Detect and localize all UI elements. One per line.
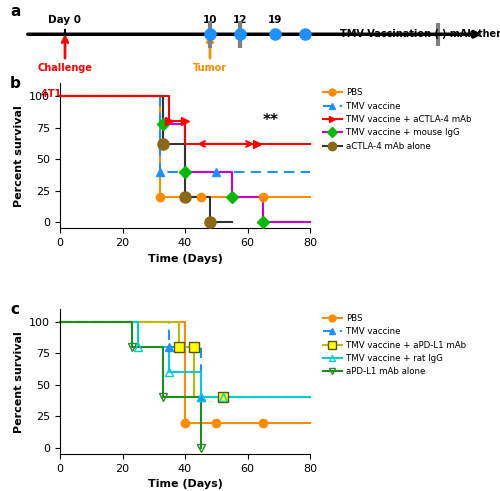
Text: resection: resection xyxy=(184,89,236,99)
Legend: PBS, TMV vaccine, TMV vaccine + aPD-L1 mAb, TMV vaccine + rat IgG, aPD-L1 mAb al: PBS, TMV vaccine, TMV vaccine + aPD-L1 m… xyxy=(320,311,470,380)
Text: ) mAb therapy (: ) mAb therapy ( xyxy=(442,29,500,39)
X-axis label: Time (Days): Time (Days) xyxy=(148,479,222,490)
Text: 19: 19 xyxy=(268,15,282,25)
Text: Day 0: Day 0 xyxy=(48,15,82,25)
Text: 12: 12 xyxy=(233,15,247,25)
Text: 4T1 cells: 4T1 cells xyxy=(40,89,90,99)
X-axis label: Time (Days): Time (Days) xyxy=(148,253,222,264)
Text: **: ** xyxy=(263,112,279,128)
Text: a: a xyxy=(10,4,20,19)
Legend: PBS, TMV vaccine, TMV vaccine + aCTLA-4 mAb, TMV vaccine + mouse IgG, aCTLA-4 mA: PBS, TMV vaccine, TMV vaccine + aCTLA-4 … xyxy=(320,85,475,154)
Text: b: b xyxy=(10,76,21,91)
Text: Challenge: Challenge xyxy=(38,63,92,73)
Text: c: c xyxy=(10,302,19,317)
Text: Tumor: Tumor xyxy=(193,63,227,73)
Text: TMV Vaccination (: TMV Vaccination ( xyxy=(340,29,439,39)
Y-axis label: Percent survival: Percent survival xyxy=(14,331,24,433)
Y-axis label: Percent survival: Percent survival xyxy=(14,105,24,207)
Text: 10: 10 xyxy=(203,15,217,25)
